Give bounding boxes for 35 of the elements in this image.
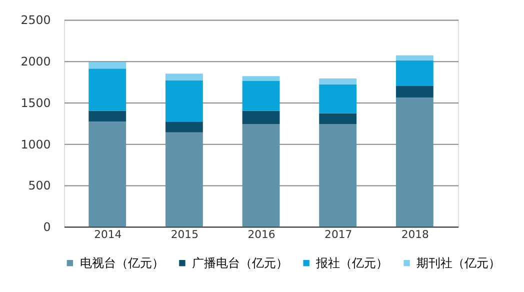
bar — [396, 60, 434, 86]
bar — [88, 110, 126, 122]
bar — [242, 110, 280, 124]
legend-label: 报社（亿元） — [315, 256, 388, 270]
bar — [88, 62, 126, 69]
bar — [88, 122, 126, 227]
y-tick-label: 0 — [43, 220, 51, 234]
y-tick-label: 1000 — [20, 137, 51, 152]
bar — [242, 124, 280, 227]
bar — [165, 132, 203, 227]
x-tick-label: 2016 — [248, 228, 276, 241]
y-tick-label: 2500 — [20, 13, 51, 28]
x-tick-label: 2018 — [401, 228, 430, 241]
legend-label: 电视台（亿元） — [80, 256, 164, 270]
bar — [242, 81, 280, 111]
bar — [88, 68, 126, 111]
bar — [396, 55, 434, 60]
bar — [319, 113, 357, 124]
legend-label: 广播电台（亿元） — [192, 256, 288, 270]
bar — [165, 80, 203, 122]
legend-label: 期刊社（亿元） — [416, 256, 501, 270]
x-tick-label: 2017 — [324, 228, 352, 241]
bar — [319, 84, 357, 114]
bar — [165, 74, 203, 80]
bar — [396, 86, 434, 98]
bar — [242, 76, 280, 82]
bar — [165, 122, 203, 132]
bar — [396, 98, 434, 227]
bar — [319, 124, 357, 227]
bar — [319, 78, 357, 84]
x-tick-label: 2014 — [94, 228, 122, 241]
y-tick-label: 1500 — [20, 96, 51, 110]
x-tick-label: 2015 — [170, 228, 198, 241]
y-tick-label: 500 — [28, 178, 51, 193]
y-tick-label: 2000 — [20, 54, 51, 69]
